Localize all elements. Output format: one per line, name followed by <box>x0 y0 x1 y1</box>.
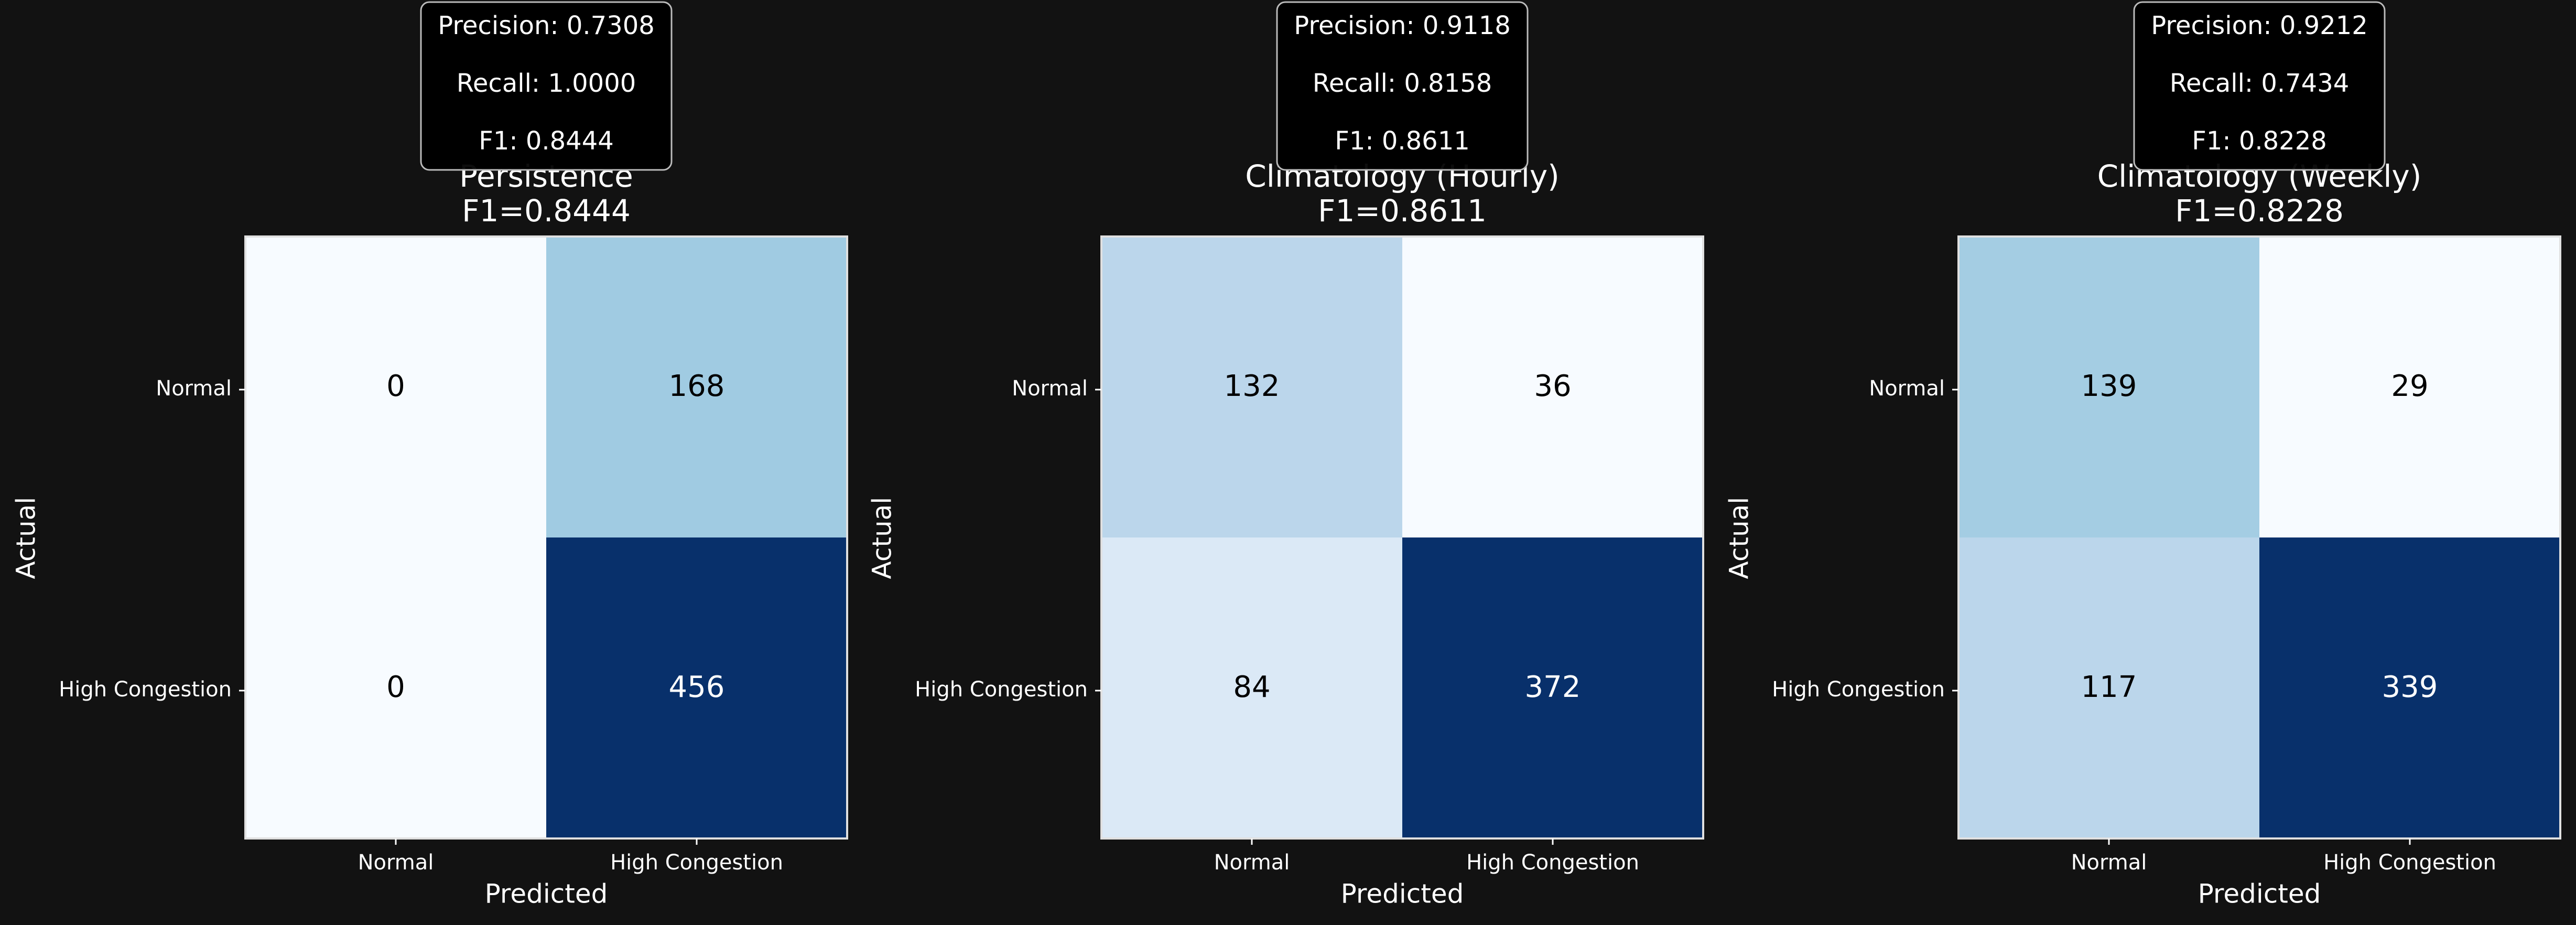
metrics-line: Recall: 1.0000 <box>457 69 636 98</box>
heatmap-cell <box>245 537 546 838</box>
y-axis-label: Actual <box>11 497 41 579</box>
heatmap-cell <box>546 537 847 838</box>
confusion-matrix-panel: 0 168 0 456 Normal High Congestion Normal High … <box>11 1 848 909</box>
plot-frame <box>1100 235 1704 840</box>
panel-subtitle: F1=0.8611 <box>1318 193 1487 229</box>
x-tick-label: High Congestion <box>610 851 783 875</box>
cell-value-label: 36 <box>1534 369 1571 403</box>
cell-value-label: 84 <box>1233 670 1270 704</box>
heatmap-cell <box>1101 537 1402 838</box>
cell-value-label: 0 <box>386 670 405 704</box>
cell-value-label: 117 <box>2081 670 2137 704</box>
x-tick-label: Normal <box>358 851 434 875</box>
x-tick-label: High Congestion <box>2323 851 2496 875</box>
heatmap-cell <box>2259 236 2560 537</box>
metrics-line: F1: 0.8228 <box>2192 126 2327 156</box>
metrics-line: Recall: 0.7434 <box>2170 69 2350 98</box>
heatmap-cell <box>546 236 847 537</box>
heatmap-cell <box>1402 236 1703 537</box>
x-axis-label: Predicted <box>1341 879 1464 909</box>
metrics-line: Precision: 0.9212 <box>2151 11 2368 40</box>
cell-value-label: 139 <box>2081 369 2137 403</box>
metrics-box <box>420 1 673 171</box>
metrics-line: Precision: 0.7308 <box>438 11 655 40</box>
confusion-matrix-panel: 132 36 84 372 Normal High Congestion Normal Hig… <box>867 1 1704 909</box>
x-axis-label: Predicted <box>485 879 608 909</box>
metrics-box <box>1276 1 1529 171</box>
heatmap-cell <box>245 236 546 537</box>
x-tick-label: Normal <box>1214 851 1290 875</box>
x-tick-label: Normal <box>2071 851 2147 875</box>
heatmap-cell <box>1402 537 1703 838</box>
cell-value-label: 339 <box>2382 670 2438 704</box>
panel-subtitle: F1=0.8444 <box>462 193 631 229</box>
cell-value-label: 0 <box>386 369 405 403</box>
heatmap-cell <box>1958 537 2259 838</box>
y-tick-label: High Congestion <box>59 677 232 702</box>
x-tick-label: High Congestion <box>1466 851 1639 875</box>
heatmap-cell <box>1958 236 2259 537</box>
y-tick-label: Normal <box>156 377 232 401</box>
cell-value-label: 132 <box>1224 369 1280 403</box>
y-axis-label: Actual <box>1724 497 1755 579</box>
heatmap-cell <box>1101 236 1402 537</box>
y-tick-label: High Congestion <box>915 677 1088 702</box>
plot-frame <box>244 235 848 840</box>
metrics-line: F1: 0.8444 <box>479 126 614 156</box>
metrics-line: Recall: 0.8158 <box>1313 69 1492 98</box>
cell-value-label: 372 <box>1525 670 1581 704</box>
cell-value-label: 29 <box>2391 369 2428 403</box>
y-axis-label: Actual <box>867 497 897 579</box>
cell-value-label: 168 <box>669 369 725 403</box>
y-tick-label: High Congestion <box>1772 677 1945 702</box>
plot-frame <box>1957 235 2561 840</box>
metrics-box <box>2133 1 2386 171</box>
y-tick-label: Normal <box>1012 377 1088 401</box>
cell-value-label: 456 <box>669 670 725 704</box>
y-tick-label: Normal <box>1869 377 1945 401</box>
heatmap-cell <box>2259 537 2560 838</box>
metrics-line: F1: 0.8611 <box>1335 126 1470 156</box>
metrics-line: Precision: 0.9118 <box>1294 11 1511 40</box>
x-axis-label: Predicted <box>2198 879 2321 909</box>
confusion-matrix-panel: 139 29 117 339 Normal High Congestion Normal Hi… <box>1724 1 2561 909</box>
panel-subtitle: F1=0.8228 <box>2175 193 2344 229</box>
